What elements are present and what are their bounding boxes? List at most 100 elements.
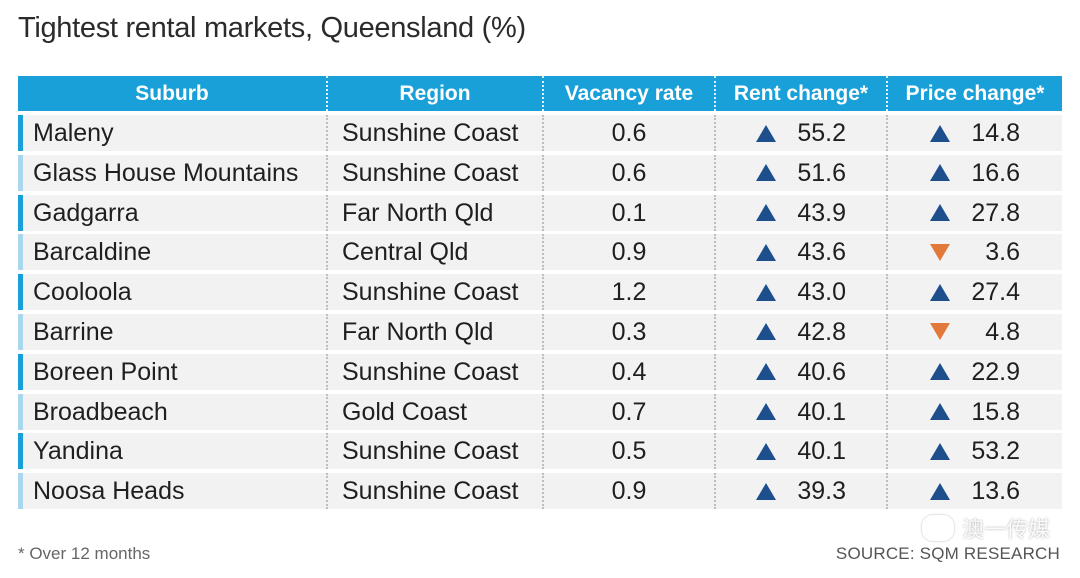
up-triangle-icon (930, 403, 950, 421)
table-row: Barcaldine Central Qld 0.9 43.6 3.6 (18, 234, 1062, 271)
up-triangle-icon (756, 124, 776, 142)
rent-change-cell: 43.0 (714, 274, 886, 311)
rent-change-cell: 42.8 (714, 313, 886, 350)
suburb-cell: Noosa Heads (33, 477, 185, 506)
rent-change-cell: 55.2 (714, 115, 886, 151)
price-change-cell-value: 27.4 (971, 278, 1020, 307)
vacancy-rate-cell: 0.7 (542, 393, 714, 430)
rent-change-cell: 40.1 (714, 393, 886, 430)
watermark: 澳一传媒 (921, 512, 1050, 544)
up-triangle-icon (930, 482, 950, 500)
suburb-cell: Maleny (33, 119, 114, 147)
region-cell: Gold Coast (326, 393, 542, 430)
price-change-cell-value: 27.8 (971, 198, 1020, 227)
rent-change-cell: 39.3 (714, 473, 886, 510)
up-triangle-icon (756, 363, 776, 381)
price-change-cell: 15.8 (886, 393, 1062, 430)
up-triangle-icon (930, 164, 950, 182)
region-cell: Far North Qld (326, 194, 542, 231)
up-triangle-icon (756, 403, 776, 421)
down-triangle-icon (930, 323, 950, 341)
vacancy-rate-cell: 0.5 (542, 433, 714, 470)
down-triangle-icon (930, 243, 950, 261)
rental-table: Suburb Region Vacancy rate Rent change* … (18, 76, 1062, 513)
table-header: Suburb Region Vacancy rate Rent change* … (18, 76, 1062, 111)
region-cell: Sunshine Coast (326, 115, 542, 151)
region-cell: Central Qld (326, 234, 542, 271)
up-triangle-icon (930, 363, 950, 381)
rent-change-cell: 43.6 (714, 234, 886, 271)
chart-title: Tightest rental markets, Queensland (%) (18, 12, 526, 44)
up-triangle-icon (756, 164, 776, 182)
rent-change-cell-value: 51.6 (797, 158, 846, 187)
rent-change-cell-value: 55.2 (797, 119, 846, 147)
up-triangle-icon (756, 283, 776, 301)
up-triangle-icon (756, 204, 776, 222)
region-cell: Far North Qld (326, 313, 542, 350)
price-change-cell: 22.9 (886, 353, 1062, 390)
table-row: Yandina Sunshine Coast 0.5 40.1 53.2 (18, 433, 1062, 470)
table-row: Maleny Sunshine Coast 0.6 55.2 14.8 (18, 115, 1062, 151)
vacancy-rate-cell: 0.1 (542, 194, 714, 231)
table-row: Gadgarra Far North Qld 0.1 43.9 27.8 (18, 194, 1062, 231)
rent-change-cell-value: 43.9 (797, 198, 846, 227)
table-row: Noosa Heads Sunshine Coast 0.9 39.3 13.6 (18, 473, 1062, 510)
up-triangle-icon (930, 283, 950, 301)
up-triangle-icon (756, 323, 776, 341)
region-cell: Sunshine Coast (326, 433, 542, 470)
rent-change-cell-value: 40.1 (797, 397, 846, 426)
suburb-cell: Gadgarra (33, 198, 139, 227)
vacancy-rate-cell: 0.3 (542, 313, 714, 350)
rent-change-cell: 40.1 (714, 433, 886, 470)
suburb-cell: Glass House Mountains (33, 158, 299, 187)
suburb-cell: Barrine (33, 317, 114, 346)
source-credit: SOURCE: SQM RESEARCH (835, 544, 1060, 563)
region-cell: Sunshine Coast (326, 274, 542, 311)
price-change-cell: 16.6 (886, 154, 1062, 191)
suburb-cell: Barcaldine (33, 238, 152, 267)
price-change-cell: 14.8 (886, 115, 1062, 151)
price-change-cell-value: 14.8 (971, 119, 1020, 147)
vacancy-rate-cell: 1.2 (542, 274, 714, 311)
price-change-cell: 3.6 (886, 234, 1062, 271)
price-change-cell: 27.8 (886, 194, 1062, 231)
table-row: Glass House Mountains Sunshine Coast 0.6 51… (18, 154, 1062, 191)
up-triangle-icon (756, 442, 776, 460)
price-change-cell: 27.4 (886, 274, 1062, 311)
price-change-cell-value: 15.8 (971, 397, 1020, 426)
rent-change-cell-value: 40.1 (797, 437, 846, 466)
region-cell: Sunshine Coast (326, 353, 542, 390)
up-triangle-icon (930, 204, 950, 222)
region-cell: Sunshine Coast (326, 473, 542, 510)
rent-change-cell-value: 40.6 (797, 357, 846, 386)
header-suburb: Suburb (135, 82, 209, 105)
region-cell: Sunshine Coast (326, 154, 542, 191)
header-vacancy-rate: Vacancy rate (542, 76, 714, 111)
price-change-cell-value: 16.6 (971, 158, 1020, 187)
wechat-icon (921, 515, 954, 541)
suburb-cell: Cooloola (33, 278, 132, 307)
rent-change-cell: 51.6 (714, 154, 886, 191)
table-row: Broadbeach Gold Coast 0.7 40.1 15.8 (18, 393, 1062, 430)
vacancy-rate-cell: 0.6 (542, 154, 714, 191)
vacancy-rate-cell: 0.6 (542, 115, 714, 151)
price-change-cell: 53.2 (886, 433, 1062, 470)
suburb-cell: Broadbeach (33, 397, 168, 426)
price-change-cell-value: 53.2 (971, 437, 1020, 466)
rent-change-cell-value: 43.6 (797, 238, 846, 267)
rent-change-cell: 43.9 (714, 194, 886, 231)
up-triangle-icon (930, 442, 950, 460)
price-change-cell-value: 22.9 (971, 357, 1020, 386)
vacancy-rate-cell: 0.4 (542, 353, 714, 390)
vacancy-rate-cell: 0.9 (542, 473, 714, 510)
footnote: * Over 12 months (18, 544, 151, 563)
rent-change-cell-value: 43.0 (797, 278, 846, 307)
rent-change-cell: 40.6 (714, 353, 886, 390)
table-row: Cooloola Sunshine Coast 1.2 43.0 27.4 (18, 274, 1062, 311)
price-change-cell: 13.6 (886, 473, 1062, 510)
up-triangle-icon (756, 482, 776, 500)
rent-change-cell-value: 42.8 (797, 317, 846, 346)
price-change-cell-value: 4.8 (985, 317, 1020, 346)
suburb-cell: Yandina (33, 437, 123, 466)
watermark-text: 澳一传媒 (961, 517, 1050, 542)
